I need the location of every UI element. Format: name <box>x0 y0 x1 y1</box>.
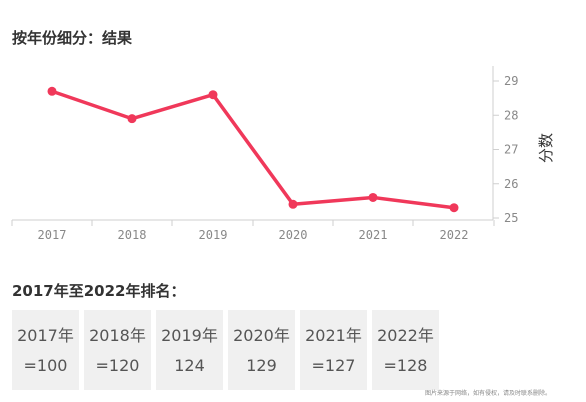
ranking-value: =128 <box>383 356 428 375</box>
x-tick-label: 2021 <box>359 228 388 242</box>
ranking-year: 2022年 <box>377 326 434 345</box>
data-point <box>127 114 137 124</box>
ranking-value: =100 <box>23 356 68 375</box>
ranking-value: 124 <box>174 356 205 375</box>
data-point <box>208 90 218 100</box>
ranking-year: 2017年 <box>17 326 74 345</box>
ranking-value: =120 <box>95 356 140 375</box>
source-note: 图片来源于网络，如有侵权，请及时联系删除。 <box>425 390 552 397</box>
x-tick-label: 2022 <box>440 228 469 242</box>
data-point <box>449 203 459 213</box>
y-tick-label: 28 <box>504 108 518 122</box>
y-tick-label: 27 <box>504 143 518 157</box>
chart-title: 按年份细分：结果 <box>12 29 133 47</box>
ranking-list: 2017年 =100 2018年 =120 2019年 124 2020年 12… <box>12 310 439 390</box>
ranking-card-2022: 2022年 =128 <box>372 310 439 390</box>
series-line <box>50 89 456 210</box>
y-tick-label: 26 <box>504 177 518 191</box>
data-point <box>47 86 57 96</box>
data-point <box>288 199 298 209</box>
ranking-value: =127 <box>311 356 356 375</box>
ranking-year: 2021年 <box>305 326 362 345</box>
ranking-year: 2019年 <box>161 326 218 345</box>
ranking-card-2021: 2021年 =127 <box>300 310 367 390</box>
ranking-card-2017: 2017年 =100 <box>12 310 79 390</box>
y-tick-label: 25 <box>504 211 518 225</box>
ranking-card-2018: 2018年 =120 <box>84 310 151 390</box>
x-tick-label: 2018 <box>118 228 147 242</box>
x-tick-label: 2017 <box>38 228 67 242</box>
ranking-title: 2017年至2022年排名： <box>12 282 186 300</box>
x-tick-label: 2020 <box>279 228 308 242</box>
data-point <box>368 192 378 202</box>
ranking-card-2019: 2019年 124 <box>156 310 223 390</box>
x-tick-label: 2019 <box>199 228 228 242</box>
y-tick-label: 29 <box>504 74 518 88</box>
line-chart: 2017 2018 2019 2020 2021 2022 25 26 27 28 29 分数 <box>11 66 555 242</box>
ranking-year: 2020年 <box>233 326 290 345</box>
ranking-card-2020: 2020年 129 <box>228 310 295 390</box>
ranking-year: 2018年 <box>89 326 146 345</box>
y-axis-label: 分数 <box>537 133 555 163</box>
ranking-value: 129 <box>246 356 277 375</box>
